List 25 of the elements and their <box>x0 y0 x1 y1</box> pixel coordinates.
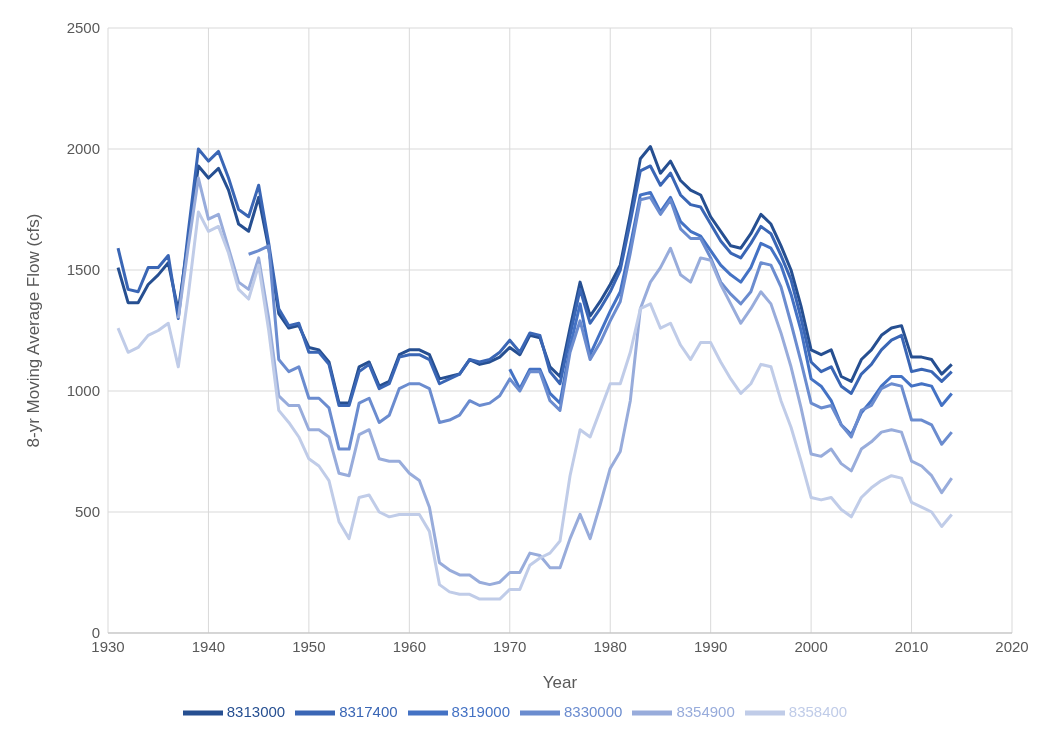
x-tick-label: 1950 <box>292 637 326 655</box>
x-tick-label: 2010 <box>894 637 929 655</box>
x-tick-label: 1940 <box>191 637 226 655</box>
x-tick-label: 2000 <box>794 637 828 655</box>
line-series <box>116 210 954 601</box>
x-axis-title: Year <box>542 673 578 692</box>
line-series <box>247 195 954 451</box>
legend-label: 8330000 <box>564 702 623 720</box>
x-tick-label: 1970 <box>493 637 527 655</box>
x-tick-label: 1990 <box>693 637 728 655</box>
y-tick-label: 500 <box>74 503 100 521</box>
x-tick-label: 1960 <box>392 637 427 655</box>
legend-label: 8358400 <box>788 702 848 720</box>
y-tick-label: 1000 <box>66 382 100 400</box>
y-tick-label: 2000 <box>66 140 100 158</box>
line-series <box>176 176 954 587</box>
legend-label: 8313000 <box>226 702 286 720</box>
legend-label: 8319000 <box>451 702 510 720</box>
legend-label: 8354900 <box>676 702 735 720</box>
y-tick-label: 1500 <box>66 261 100 279</box>
x-tick-label: 1980 <box>593 637 627 655</box>
y-tick-label: 2500 <box>66 19 100 37</box>
x-tick-label: 2020 <box>995 637 1029 655</box>
y-axis-title: 8-yr Moving Average Flow (cfs) <box>24 213 44 448</box>
legend-label: 8317400 <box>339 702 398 720</box>
